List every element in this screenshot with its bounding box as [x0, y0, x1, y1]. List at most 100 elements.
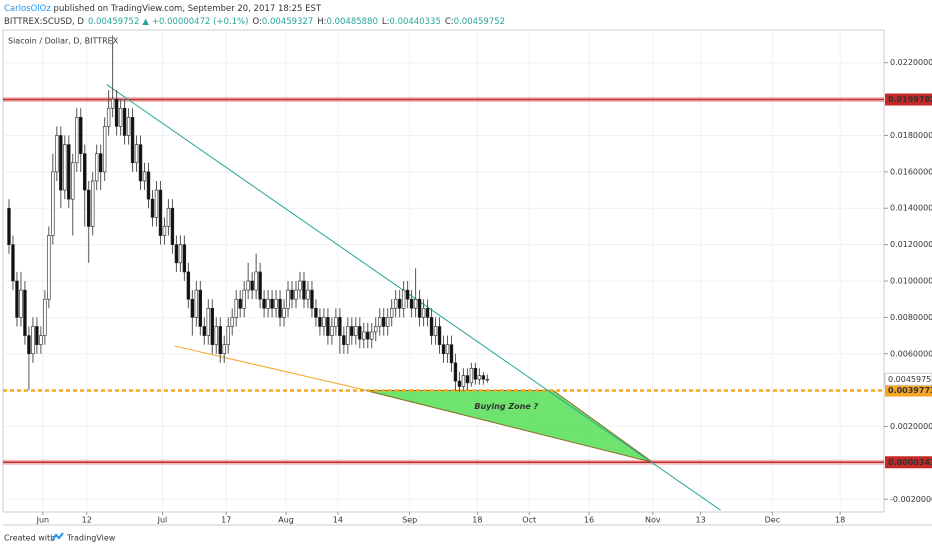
candle-body: [270, 298, 274, 309]
quote-line: BITTREX:SCUSD, D 0.00459752 ▲ +0.00000472 (…: [4, 17, 505, 27]
candle-body: [421, 307, 426, 318]
candle-body: [469, 368, 474, 384]
candle-body: [378, 317, 382, 327]
candle-body: [298, 280, 302, 291]
candle-body: [154, 189, 159, 218]
candle-body: [19, 289, 23, 318]
x-tick-label: Aug: [278, 516, 294, 525]
candle-body: [138, 144, 143, 182]
header-line: CarlosOlOz published on TradingView.com,…: [4, 4, 322, 14]
candle-body: [294, 289, 298, 300]
trend-line: [106, 84, 721, 511]
candle-body: [354, 326, 358, 336]
candle-body: [238, 298, 242, 309]
candle-body: [318, 317, 322, 327]
candle-body: [326, 317, 330, 336]
footer-brand[interactable]: TradingView: [66, 534, 116, 543]
candle-body: [87, 189, 91, 227]
candle-body: [98, 153, 103, 173]
candle-body: [226, 326, 230, 345]
candle-body: [170, 207, 175, 245]
candle-body: [142, 171, 147, 182]
candle-body: [83, 153, 87, 191]
published: published on TradingView.com, September …: [54, 4, 322, 14]
candle-body: [358, 326, 362, 340]
candle-body: [218, 326, 222, 355]
brand-logo[interactable]: [51, 532, 64, 542]
candle-body: [55, 135, 59, 173]
candle-body: [31, 326, 35, 355]
candle-body: [286, 289, 290, 309]
candle-body: [39, 335, 43, 345]
candle-body: [43, 298, 47, 336]
candle-body: [178, 244, 183, 264]
candle-body: [290, 289, 294, 300]
trend-line: [174, 345, 366, 391]
candle-body: [393, 298, 398, 309]
candle-body: [322, 317, 326, 327]
x-tick-label: Jul: [157, 516, 168, 525]
candle-body: [79, 117, 83, 154]
candle-body: [382, 317, 386, 327]
candle-body: [449, 344, 454, 364]
candle-body: [166, 207, 171, 227]
candle-body: [146, 171, 151, 200]
candle-body: [106, 107, 111, 127]
quote-symbol: BITTREX:SCUSD, D: [4, 17, 84, 27]
publisher[interactable]: CarlosOlOz: [4, 4, 51, 14]
candle-body: [210, 307, 214, 345]
candle-body: [102, 126, 107, 173]
last-price-box: [884, 372, 932, 386]
candle-body: [346, 326, 350, 345]
candle-body: [71, 162, 75, 200]
candle-body: [477, 375, 482, 380]
candle-body: [385, 317, 390, 327]
x-tick-label: 12: [82, 516, 92, 525]
plot: Buying Zone ?: [3, 35, 884, 511]
candle-body: [75, 117, 79, 164]
candle-body: [401, 289, 406, 309]
candle-body: [23, 289, 27, 336]
candle-body: [485, 378, 490, 381]
x-tick-label: 16: [584, 516, 594, 525]
candle-body: [214, 326, 218, 345]
candle-body: [59, 135, 63, 191]
x-tick-label: Dec: [765, 516, 780, 525]
candle-body: [433, 326, 438, 336]
x-tick-label: Oct: [522, 516, 536, 525]
quote-last: 0.00459752: [88, 17, 139, 27]
candle-body: [342, 335, 346, 345]
candle-body: [370, 331, 374, 340]
candle-body: [198, 289, 203, 327]
candle-body: [186, 271, 191, 300]
candle-body: [114, 98, 119, 127]
candle-body: [481, 375, 486, 380]
candle-body: [242, 289, 246, 309]
candle-body: [266, 298, 270, 309]
x-tick-label: 18: [835, 516, 845, 525]
candle-body: [465, 375, 470, 384]
candle-body: [182, 244, 187, 273]
candle-body: [334, 317, 338, 327]
candle-body: [250, 280, 254, 291]
candle-body: [63, 144, 67, 191]
candle-body: [206, 307, 210, 336]
x-tick-label: Nov: [645, 516, 661, 525]
candle-body: [429, 317, 434, 336]
candle-body: [278, 298, 282, 318]
candle-body: [461, 375, 466, 387]
candle-body: [158, 189, 163, 236]
candle-body: [302, 280, 306, 300]
candle-body: [258, 271, 262, 300]
level-label-box: [885, 384, 932, 397]
candle-body: [150, 198, 155, 218]
candle-body: [350, 326, 354, 336]
candle-body: [306, 289, 310, 300]
level-label-box: [885, 93, 932, 106]
